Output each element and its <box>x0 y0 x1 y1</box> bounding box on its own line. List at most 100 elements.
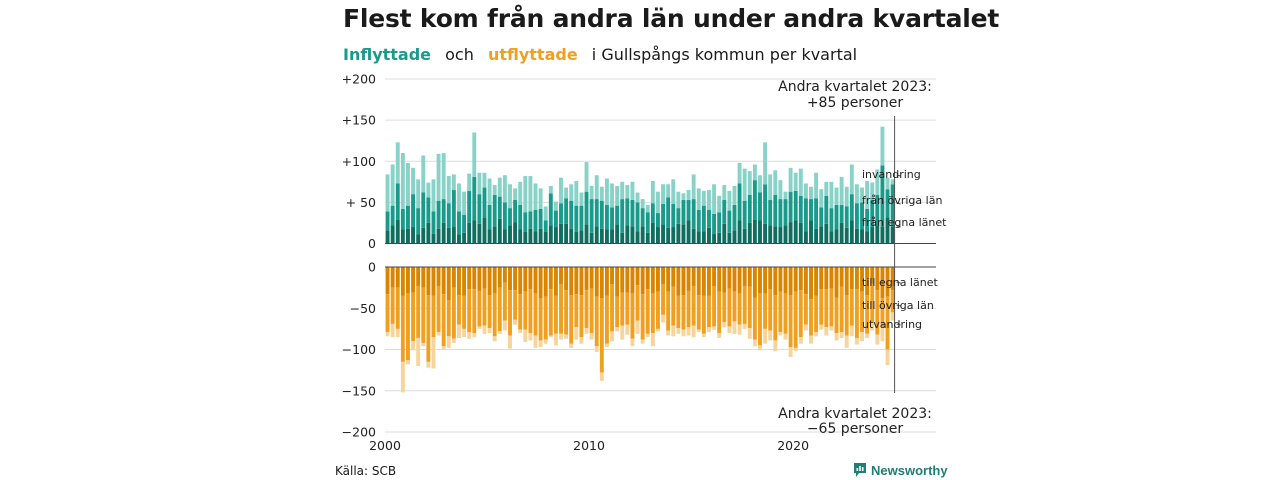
bar-in-2 <box>803 183 808 199</box>
bar-out-2 <box>783 333 788 340</box>
bar-in-1 <box>645 212 650 233</box>
bar-out-1 <box>661 284 666 315</box>
bar-in-2 <box>880 126 885 166</box>
bar-out-0 <box>640 267 645 295</box>
bar-out-1 <box>701 295 706 334</box>
bar-out-1 <box>691 285 696 326</box>
bar-out-1 <box>742 285 747 324</box>
bar-in-2 <box>395 142 400 184</box>
bar-out-0 <box>411 267 416 293</box>
bar-in-0 <box>528 228 533 244</box>
bar-out-0 <box>502 267 507 283</box>
bar-out-1 <box>441 294 446 347</box>
bar-out-0 <box>400 267 405 296</box>
y-tick-label-top: +150 <box>342 113 376 128</box>
bar-out-0 <box>686 267 691 291</box>
brand-logo[interactable]: Newsworthy <box>853 462 948 478</box>
bar-in-2 <box>441 153 446 200</box>
bar-out-1 <box>457 295 461 325</box>
bar-in-2 <box>599 186 604 201</box>
bar-in-2 <box>385 174 390 212</box>
bar-in-0 <box>543 231 548 244</box>
bar-out-0 <box>681 267 686 296</box>
y-tick-label-top: 0 <box>368 236 376 251</box>
bar-in-2 <box>426 182 431 198</box>
bar-in-1 <box>712 213 717 234</box>
bar-out-1 <box>604 295 609 344</box>
bar-out-0 <box>462 267 467 296</box>
bar-in-0 <box>426 222 431 244</box>
bar-out-0 <box>829 267 834 289</box>
bar-out-0 <box>727 267 732 289</box>
bar-out-0 <box>604 267 609 296</box>
bar-out-0 <box>752 267 757 298</box>
annotation-bottom-line1: Andra kvartalet 2023: <box>778 406 932 422</box>
bar-out-2 <box>451 338 456 343</box>
bar-out-2 <box>589 333 594 340</box>
bar-in-0 <box>824 223 829 244</box>
series-leader-bottom <box>896 323 901 326</box>
bar-out-2 <box>630 338 635 347</box>
bar-in-2 <box>768 174 773 200</box>
bar-out-2 <box>462 328 467 338</box>
bar-in-0 <box>839 222 844 244</box>
bar-in-0 <box>421 227 426 244</box>
bar-out-0 <box>824 267 829 290</box>
bar-in-0 <box>732 230 737 244</box>
bar-in-0 <box>778 227 783 244</box>
bar-out-2 <box>763 328 768 344</box>
bar-out-1 <box>834 297 839 333</box>
bar-in-1 <box>523 212 528 232</box>
bar-out-1 <box>655 291 660 329</box>
bar-in-2 <box>553 201 558 211</box>
bar-in-2 <box>788 167 793 192</box>
bar-out-1 <box>533 293 538 336</box>
bar-in-2 <box>885 177 890 190</box>
bar-out-0 <box>533 267 538 294</box>
bar-in-2 <box>400 153 405 209</box>
bar-in-1 <box>487 204 492 230</box>
bar-in-1 <box>421 192 426 228</box>
bar-out-2 <box>497 331 502 334</box>
bar-in-2 <box>752 164 757 181</box>
bar-in-2 <box>467 173 472 191</box>
subtitle-utflyttade: utflyttade <box>487 45 578 64</box>
bar-out-0 <box>783 267 788 294</box>
bar-out-2 <box>508 335 512 349</box>
bar-out-0 <box>834 267 839 298</box>
bar-out-1 <box>513 290 518 320</box>
bar-out-1 <box>696 295 701 330</box>
bar-in-0 <box>416 234 421 244</box>
bar-in-1 <box>416 208 421 235</box>
bar-out-0 <box>574 267 579 295</box>
bar-out-2 <box>824 327 829 336</box>
bar-in-2 <box>533 183 538 210</box>
bar-out-2 <box>431 337 436 369</box>
bar-in-2 <box>763 142 768 185</box>
bar-out-1 <box>860 291 864 333</box>
bar-in-0 <box>467 222 472 244</box>
bar-out-0 <box>635 267 640 286</box>
bar-out-1 <box>630 293 635 339</box>
bar-in-0 <box>763 223 768 244</box>
bar-in-1 <box>426 197 431 223</box>
bar-in-2 <box>691 174 696 200</box>
bar-in-0 <box>727 232 732 244</box>
bar-out-2 <box>798 337 803 344</box>
bar-in-1 <box>875 194 880 226</box>
bar-out-1 <box>436 285 441 333</box>
bar-in-2 <box>870 182 875 200</box>
bar-in-0 <box>819 226 824 244</box>
bar-in-1 <box>773 194 778 227</box>
subtitle-inflyttade: Inflyttade <box>343 45 432 64</box>
bar-in-1 <box>482 187 487 219</box>
bar-out-1 <box>783 293 788 334</box>
grid-layer <box>385 78 936 433</box>
bar-out-0 <box>763 267 768 294</box>
bar-in-2 <box>477 172 482 195</box>
bar-in-2 <box>625 185 630 199</box>
bar-in-2 <box>421 155 426 193</box>
bar-in-0 <box>890 226 895 244</box>
bar-in-2 <box>589 185 594 200</box>
